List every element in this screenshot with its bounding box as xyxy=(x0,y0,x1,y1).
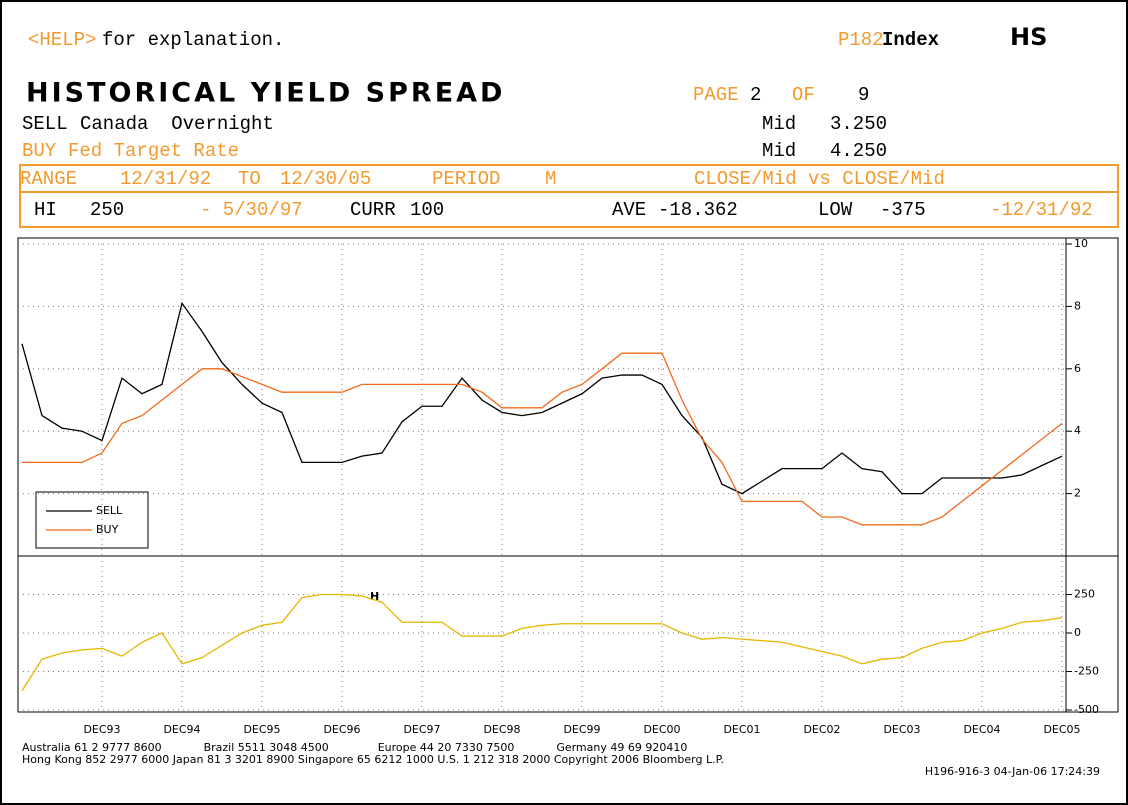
curr-value: 100 xyxy=(410,199,444,221)
sell-value: 3.250 xyxy=(830,113,887,135)
period-label: PERIOD xyxy=(432,168,500,190)
buy-name: Fed Target Rate xyxy=(68,140,239,162)
index-label: Index xyxy=(882,29,939,51)
y-tick-label: 8 xyxy=(1074,299,1081,312)
x-tick-label: DEC94 xyxy=(163,723,200,736)
period: M xyxy=(545,168,556,190)
help-text: for explanation. xyxy=(102,29,284,51)
x-tick-label: DEC99 xyxy=(563,723,600,736)
buy-label: BUY xyxy=(22,140,57,162)
curr-label: CURR xyxy=(350,199,396,221)
x-tick-label: DEC98 xyxy=(483,723,520,736)
range-to: TO xyxy=(238,168,261,190)
y-tick-label: -250 xyxy=(1074,665,1099,678)
page-label: PAGE xyxy=(693,84,739,106)
buy-mid: Mid xyxy=(762,140,796,162)
page-code: P182 xyxy=(838,29,884,51)
x-tick-label: DEC97 xyxy=(403,723,440,736)
x-tick-label: DEC95 xyxy=(243,723,280,736)
footer-line: H196-916-3 04-Jan-06 17:24:39 xyxy=(925,765,1100,778)
range-label: RANGE xyxy=(20,168,77,190)
low-value: -375 xyxy=(880,199,926,221)
annotation: H xyxy=(370,590,379,603)
series-line xyxy=(21,593,1063,692)
title: HISTORICAL YIELD SPREAD xyxy=(26,78,505,109)
x-tick-label: DEC93 xyxy=(83,723,120,736)
comparison: CLOSE/Mid vs CLOSE/Mid xyxy=(694,168,945,190)
x-tick-label: DEC00 xyxy=(643,723,680,736)
y-tick-label: 4 xyxy=(1074,424,1081,437)
x-tick-label: DEC01 xyxy=(723,723,760,736)
page-count: 9 xyxy=(858,84,869,106)
x-tick-label: DEC05 xyxy=(1043,723,1080,736)
low-label: LOW xyxy=(818,199,853,221)
y-tick-label: 2 xyxy=(1074,487,1081,500)
range-box xyxy=(19,164,1119,228)
chart-frame xyxy=(17,237,1119,713)
series-line xyxy=(21,301,1063,495)
y-tick-label: 6 xyxy=(1074,362,1081,375)
y-tick-label: 250 xyxy=(1074,588,1095,601)
x-tick-label: DEC04 xyxy=(963,723,1000,736)
hi-date: - 5/30/97 xyxy=(200,199,303,221)
footer-line: Hong Kong 852 2977 6000 Japan 81 3 3201 … xyxy=(22,753,724,766)
sell-mid: Mid xyxy=(762,113,796,135)
legend-label: SELL xyxy=(96,504,123,517)
x-tick-label: DEC96 xyxy=(323,723,360,736)
of-label: OF xyxy=(792,84,815,106)
help-key[interactable]: <HELP> xyxy=(28,29,96,51)
x-tick-label: DEC03 xyxy=(883,723,920,736)
y-tick-label: -500 xyxy=(1074,703,1099,716)
range-end: 12/30/05 xyxy=(280,168,371,190)
y-tick-label: 0 xyxy=(1074,626,1081,639)
ave-value: -18.362 xyxy=(658,199,738,221)
buy-value: 4.250 xyxy=(830,140,887,162)
ticker: HS xyxy=(1010,23,1047,51)
hi-value: 250 xyxy=(90,199,124,221)
series-line xyxy=(22,352,1063,526)
ave-label: AVE xyxy=(612,199,646,221)
sell-name: Canada Overnight xyxy=(80,113,274,135)
range-start: 12/31/92 xyxy=(120,168,211,190)
low-date: -12/31/92 xyxy=(990,199,1093,221)
x-tick-label: DEC02 xyxy=(803,723,840,736)
footer-line: Australia 61 2 9777 8600 Brazil 5511 304… xyxy=(22,741,687,754)
sell-label: SELL xyxy=(22,113,68,135)
y-tick-label: 10 xyxy=(1074,237,1088,250)
legend-box xyxy=(35,491,149,549)
page-number: 2 xyxy=(750,84,761,106)
hi-label: HI xyxy=(34,199,57,221)
legend-label: BUY xyxy=(96,523,119,536)
